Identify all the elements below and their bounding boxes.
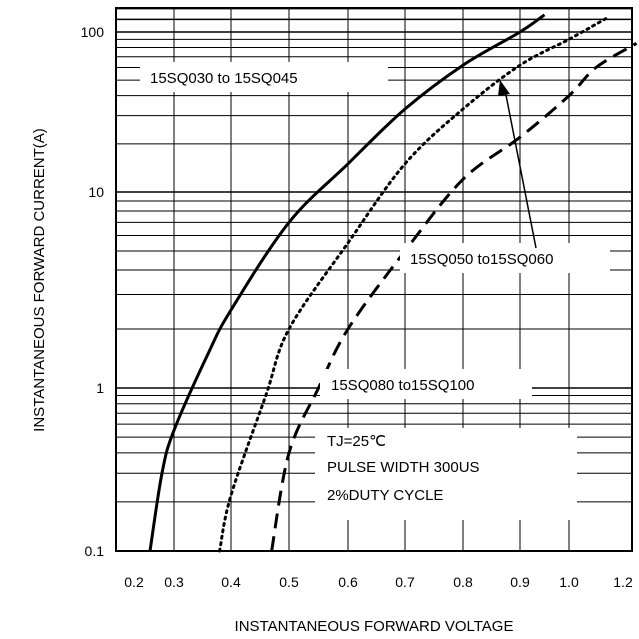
x-tick-label-2: 0.4 (221, 574, 241, 590)
y-tick-label-3: 100 (81, 24, 105, 40)
x-tick-label-7: 0.9 (510, 574, 530, 590)
y-tick-label-0: 0.1 (85, 543, 105, 559)
annotation-1: PULSE WIDTH 300US (327, 459, 480, 476)
series-label-bg-2 (320, 369, 532, 399)
legend-labels: 15SQ030 to 15SQ045 15SQ050 to15SQ060 15SQ0… (140, 62, 610, 520)
label-arrow-line (504, 89, 537, 249)
y-tick-label-1: 1 (96, 380, 104, 396)
tick-labels: 0.2 0.3 0.4 0.5 0.6 0.7 0.8 0.9 1.0 1.2 0.1 1 10 100 (81, 24, 633, 590)
x-tick-label-6: 0.8 (453, 574, 473, 590)
plot-frame (115, 7, 633, 552)
annotation-2: 2%DUTY CYCLE (327, 487, 443, 504)
series-label-bg-0 (140, 62, 388, 92)
label-arrow-head (498, 80, 510, 96)
series-label-0: 15SQ030 to 15SQ045 (150, 70, 298, 87)
series-label-bg-1 (400, 243, 610, 273)
series-line-0 (148, 13, 546, 552)
series-label-1: 15SQ050 to15SQ060 (410, 251, 553, 268)
series-label-2: 15SQ080 to15SQ100 (331, 377, 474, 394)
grid (116, 7, 632, 551)
annotation-bg (315, 428, 577, 520)
x-tick-label-4: 0.6 (338, 574, 358, 590)
x-axis-title: INSTANTANEOUS FORWARD VOLTAGE (235, 618, 514, 635)
annotation-0: TJ=25℃ (327, 433, 386, 450)
x-tick-label-9: 1.2 (613, 574, 633, 590)
y-tick-label-2: 10 (88, 184, 104, 200)
y-axis-title: INSTANTANEOUS FORWARD CURRENT(A) (31, 128, 48, 432)
x-tick-label-8: 1.0 (559, 574, 579, 590)
curves (148, 13, 638, 553)
x-tick-label-1: 0.3 (164, 574, 184, 590)
series-line-1 (218, 15, 611, 553)
x-tick-label-0: 0.2 (124, 574, 144, 590)
x-tick-label-3: 0.5 (279, 574, 299, 590)
x-tick-label-5: 0.7 (395, 574, 415, 590)
